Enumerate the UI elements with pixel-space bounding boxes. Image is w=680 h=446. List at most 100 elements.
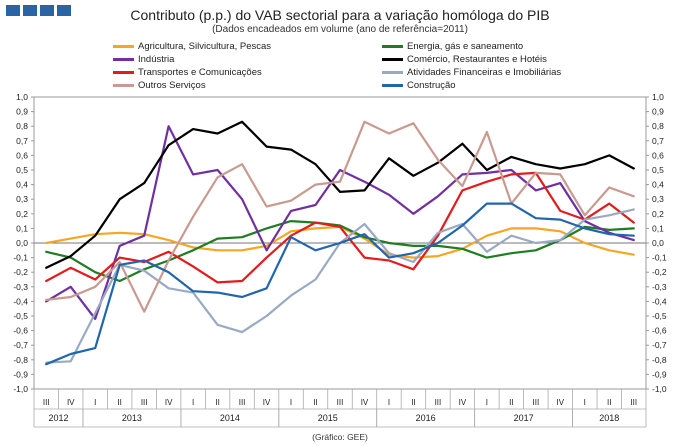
x-quarter-label: III (337, 398, 344, 407)
x-quarter-label: II (117, 398, 121, 407)
x-quarter-label: III (435, 398, 442, 407)
legend-swatch (382, 45, 403, 48)
x-year-label: 2018 (599, 413, 619, 423)
y-tick-label-right: -0,6 (652, 326, 667, 336)
x-quarter-label: III (43, 398, 50, 407)
y-tick-label-right: -0,3 (652, 282, 667, 292)
logo-block (40, 5, 54, 16)
y-tick-label-left: -0,2 (13, 267, 28, 277)
y-tick-label-left: 0,6 (16, 150, 28, 160)
series-line-outros (45, 120, 635, 313)
legend-label: Agricultura, Silvicultura, Pescas (138, 41, 272, 52)
legend-label: Comércio, Restaurantes e Hotéis (407, 54, 547, 65)
x-year-label: 2016 (416, 413, 436, 423)
legend-label: Outros Serviços (138, 80, 206, 91)
x-quarter-label: I (192, 398, 194, 407)
legend-swatch (113, 58, 134, 61)
x-year-label: 2015 (318, 413, 338, 423)
x-quarter-label: IV (67, 398, 75, 407)
x-quarter-label: II (509, 398, 513, 407)
y-tick-label-left: 0,9 (16, 107, 28, 117)
legend-label: Atividades Financeiras e Imobiliárias (407, 67, 562, 78)
legend-swatch (382, 58, 403, 61)
x-quarter-label: III (630, 398, 637, 407)
legend-item-agricultura: Agricultura, Silvicultura, Pescas (113, 41, 271, 52)
series-line-energia (45, 220, 635, 283)
x-quarter-label: III (533, 398, 540, 407)
legend-label: Construção (407, 80, 456, 91)
y-tick-label-left: -0,4 (13, 296, 28, 306)
y-tick-label-left: -0,7 (13, 340, 28, 350)
series-line-financeiras (45, 208, 635, 364)
y-tick-label-right: 0,7 (652, 136, 664, 146)
x-quarter-label: I (584, 398, 586, 407)
y-tick-label-right: 0,2 (652, 209, 664, 219)
legend-swatch (113, 84, 134, 87)
y-tick-label-right: -0,5 (652, 311, 667, 321)
x-quarter-label: I (486, 398, 488, 407)
legend-item-outros: Outros Serviços (113, 80, 206, 91)
legend-label: Transportes e Comunicações (138, 67, 262, 78)
x-quarter-label: IV (557, 398, 565, 407)
x-quarter-label: IV (459, 398, 467, 407)
y-tick-label-right: 0,0 (652, 238, 664, 248)
y-tick-label-left: -0,8 (13, 355, 28, 365)
y-tick-label-left: 0,3 (16, 194, 28, 204)
y-tick-label-right: 0,9 (652, 107, 664, 117)
y-tick-label-left: 0,5 (16, 165, 28, 175)
legend-item-industria: Indústria (113, 54, 174, 65)
y-tick-label-left: 0,2 (16, 209, 28, 219)
y-tick-label-right: -1,0 (652, 384, 667, 394)
y-tick-label-right: 0,6 (652, 150, 664, 160)
x-quarter-label: IV (361, 398, 369, 407)
y-tick-label-right: -0,1 (652, 253, 667, 263)
y-tick-label-right: 0,3 (652, 194, 664, 204)
x-year-label: 2017 (514, 413, 534, 423)
y-tick-label-left: -0,5 (13, 311, 28, 321)
x-year-label: 2014 (220, 413, 240, 423)
y-tick-label-right: -0,7 (652, 340, 667, 350)
legend-swatch (382, 71, 403, 74)
series-line-comercio (45, 120, 635, 269)
legend-item-financeiras: Atividades Financeiras e Imobiliárias (382, 67, 561, 78)
y-tick-label-left: -1,0 (13, 384, 28, 394)
series-line-construcao (45, 202, 635, 366)
logo-block (57, 5, 71, 16)
y-tick-label-left: -0,9 (13, 369, 28, 379)
legend-item-energia: Energia, gás e saneamento (382, 41, 523, 52)
legend-label: Energia, gás e saneamento (407, 41, 524, 52)
x-quarter-label: I (290, 398, 292, 407)
logo-block (23, 5, 37, 16)
chart-title: Contributo (p.p.) do VAB sectorial para … (130, 7, 550, 23)
x-year-label: 2013 (122, 413, 142, 423)
series-line-industria (45, 125, 635, 320)
y-tick-label-left: -0,3 (13, 282, 28, 292)
x-quarter-label: II (411, 398, 415, 407)
x-quarter-label: II (607, 398, 611, 407)
legend-label: Indústria (138, 54, 175, 65)
legend-swatch (113, 71, 134, 74)
y-tick-label-right: -0,4 (652, 296, 667, 306)
legend-swatch (382, 84, 403, 87)
legend-swatch (113, 45, 134, 48)
x-quarter-label: IV (263, 398, 271, 407)
y-tick-label-right: -0,9 (652, 369, 667, 379)
x-quarter-label: II (313, 398, 317, 407)
y-tick-label-right: -0,2 (652, 267, 667, 277)
y-tick-label-right: 0,1 (652, 223, 664, 233)
y-tick-label-right: -0,8 (652, 355, 667, 365)
y-tick-label-right: 1,0 (652, 92, 664, 102)
gee-logo (6, 5, 71, 16)
y-tick-label-left: 0,4 (16, 180, 28, 190)
legend-item-transportes: Transportes e Comunicações (113, 67, 262, 78)
legend-item-comercio: Comércio, Restaurantes e Hotéis (382, 54, 547, 65)
x-quarter-label: I (94, 398, 96, 407)
x-quarter-label: I (388, 398, 390, 407)
chart-source: (Gráfico: GEE) (312, 432, 368, 442)
chart-subtitle: (Dados encadeados em volume (ano de refe… (212, 24, 468, 35)
y-tick-label-left: 0,7 (16, 136, 28, 146)
x-quarter-label: III (141, 398, 148, 407)
x-quarter-label: III (239, 398, 246, 407)
y-tick-label-right: 0,5 (652, 165, 664, 175)
